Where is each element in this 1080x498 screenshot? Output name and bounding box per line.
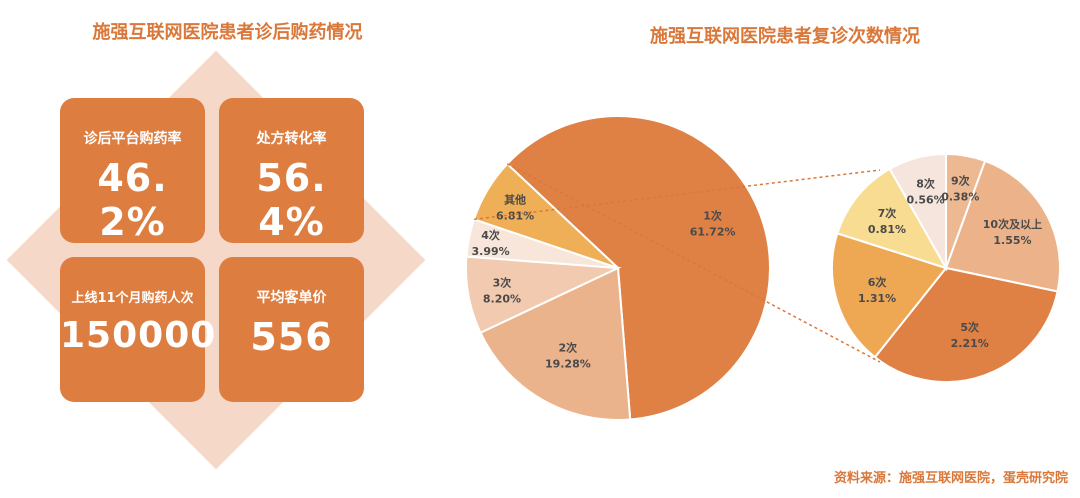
left-chart-title: 施强互联网医院患者诊后购药情况 — [92, 22, 363, 43]
connector-line-bottom — [506, 163, 881, 363]
pie0-slice-2-label: 8.20% — [483, 292, 521, 305]
right-chart-title: 施强互联网医院患者复诊次数情况 — [650, 26, 920, 47]
stat-card-value: 46. 2% — [97, 156, 168, 244]
stat-card-label: 处方转化率 — [256, 131, 327, 147]
pie1-slice-5-name: 8次 — [916, 177, 935, 191]
pie1-slice-3-name: 6次 — [868, 275, 887, 289]
pie0-slice-0-label: 61.72% — [690, 225, 736, 238]
pie1-slice-1-name: 10次及以上 — [983, 217, 1042, 231]
pie1-slice-2-label: 2.21% — [951, 337, 989, 350]
pie1-slice-5 — [888, 152, 947, 272]
source-note: 资料来源：施强互联网医院，蛋壳研究院 — [833, 471, 1068, 486]
pie0-slice-0-name: 1次 — [703, 208, 722, 222]
stat-card-avg-order: 平均客单价 556 — [219, 257, 364, 402]
pie1-slice-0-name: 9次 — [951, 173, 970, 187]
stat-card-label: 上线11个月购药人次 — [71, 291, 194, 306]
pie1-slice-1-label: 1.55% — [993, 234, 1031, 247]
stat-card-prescription-conversion: 处方转化率 56. 4% — [219, 98, 364, 244]
stat-card-label: 诊后平台购药率 — [83, 131, 182, 147]
pie1-slice-3 — [831, 232, 948, 359]
pie1-slice-1 — [944, 159, 1061, 293]
pie1-slice-2-name: 5次 — [960, 320, 979, 334]
stat-card-label: 平均客单价 — [256, 290, 327, 306]
stat-card-purchase-rate: 诊后平台购药率 46. 2% — [60, 98, 205, 244]
pie1-slice-0-label: 0.38% — [941, 190, 979, 203]
pie0-slice-1 — [479, 266, 632, 421]
pie1-slice-4-name: 7次 — [878, 206, 897, 220]
pie0-slice-1-label: 19.28% — [545, 358, 591, 371]
pie1-slice-4-label: 0.81% — [868, 223, 906, 236]
pie0-slice-4-label: 6.81% — [496, 209, 534, 222]
pie1-slice-3-label: 1.31% — [858, 292, 896, 305]
stat-card-value: 556 — [250, 315, 333, 359]
pie1-slice-4 — [836, 167, 949, 270]
pie0-slice-0 — [505, 115, 771, 421]
pie0-slice-2-name: 3次 — [493, 275, 512, 289]
stat-card-purchase-count: 上线11个月购药人次 150000 — [60, 257, 217, 402]
pie0-slice-4-name: 其他 — [504, 192, 526, 206]
stat-card-value: 56. 4% — [256, 156, 327, 244]
stat-card-value: 150000 — [60, 315, 217, 356]
pie1-slice-2 — [873, 266, 1059, 383]
pie0-slice-3-name: 4次 — [481, 228, 500, 242]
connector-line-top — [473, 169, 881, 221]
pie1-slice-5-label: 0.56% — [907, 194, 945, 207]
pie0-slice-3-label: 3.99% — [472, 245, 510, 258]
pie0-slice-1-name: 2次 — [559, 341, 578, 355]
